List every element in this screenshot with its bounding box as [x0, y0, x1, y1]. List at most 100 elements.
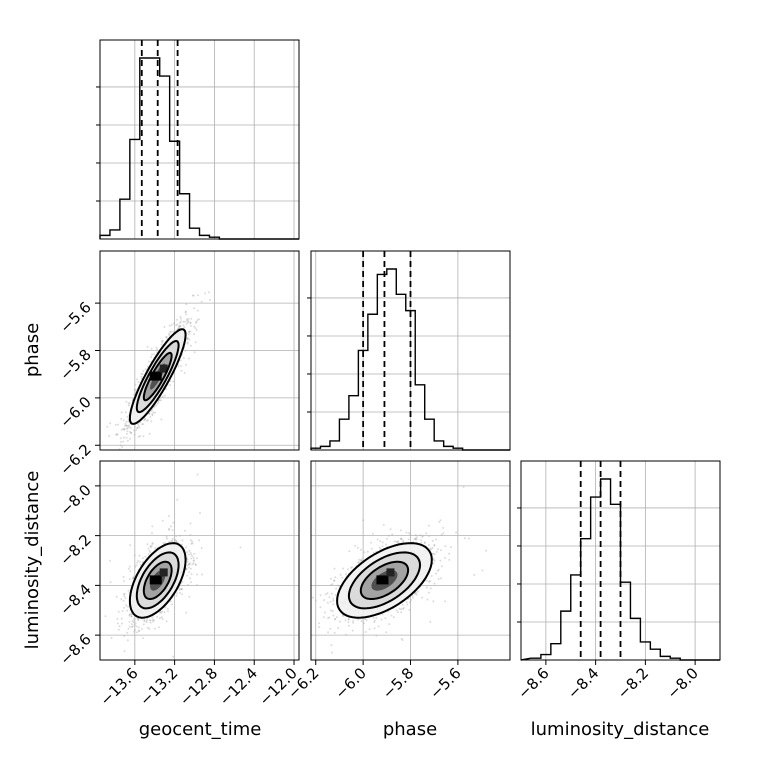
scatter-point: [332, 614, 335, 617]
scatter-point: [186, 338, 189, 341]
scatter-point: [356, 546, 359, 549]
scatter-point: [148, 412, 151, 415]
scatter-point: [347, 624, 350, 627]
scatter-point: [143, 619, 146, 622]
scatter-point: [412, 596, 415, 599]
scatter-point: [141, 373, 144, 376]
scatter-point: [190, 317, 193, 320]
scatter-point: [137, 618, 139, 620]
scatter-point: [373, 619, 376, 622]
scatter-point: [175, 594, 178, 597]
scatter-point: [161, 341, 164, 344]
scatter-point: [384, 617, 387, 620]
scatter-point: [121, 446, 124, 448]
scatter-point: [151, 353, 153, 356]
scatter-point: [149, 551, 152, 554]
scatter-point: [388, 623, 391, 626]
scatter-point: [190, 581, 192, 584]
scatter-point: [165, 336, 167, 339]
scatter-point: [131, 457, 133, 459]
scatter-point: [181, 593, 183, 596]
scatter-point: [182, 357, 185, 359]
scatter-point: [363, 551, 366, 554]
scatter-point: [186, 574, 189, 577]
scatter-point: [186, 319, 189, 322]
scatter-point: [185, 322, 188, 325]
scatter-point: [327, 631, 330, 634]
scatter-point: [389, 528, 392, 531]
scatter-point: [162, 542, 165, 545]
scatter-point: [326, 601, 329, 604]
scatter-point: [125, 604, 128, 607]
density-peak: [386, 568, 395, 577]
scatter-point: [186, 551, 189, 554]
scatter-point: [192, 560, 195, 562]
scatter-point: [130, 432, 133, 434]
scatter-point: [184, 311, 187, 314]
scatter-point: [198, 539, 201, 542]
scatter-point: [342, 615, 345, 617]
scatter-point: [330, 644, 333, 647]
scatter-point: [192, 557, 195, 559]
scatter-point: [335, 587, 338, 590]
density-peak: [376, 575, 389, 585]
scatter-point: [428, 591, 430, 594]
scatter-point: [168, 528, 170, 531]
scatter-point: [484, 549, 487, 552]
scatter-point: [360, 548, 362, 551]
scatter-point: [440, 533, 443, 536]
scatter-point: [449, 546, 452, 549]
scatter-point: [144, 418, 147, 421]
scatter-point: [169, 330, 172, 333]
scatter-point: [187, 321, 189, 324]
scatter-point: [335, 616, 338, 619]
scatter-point: [144, 417, 147, 420]
scatter-point: [400, 611, 403, 614]
scatter-point: [195, 320, 198, 323]
scatter-point: [192, 294, 195, 297]
scatter-point: [163, 611, 166, 614]
scatter-point: [366, 550, 369, 553]
scatter-point: [371, 532, 374, 535]
scatter-point: [147, 553, 150, 556]
scatter-point: [324, 593, 327, 596]
scatter-point: [189, 321, 192, 324]
scatter-point: [440, 565, 443, 568]
scatter-point: [165, 335, 168, 338]
scatter-point: [163, 394, 166, 397]
scatter-point: [368, 628, 371, 631]
scatter-point: [149, 619, 152, 622]
scatter-point: [473, 573, 476, 576]
scatter-point: [440, 549, 442, 552]
scatter-point: [319, 606, 322, 609]
scatter-point: [138, 426, 141, 429]
scatter-point: [432, 600, 435, 603]
scatter-point: [432, 552, 435, 555]
y-tick-label: −6.2: [56, 440, 94, 478]
contour-line: [142, 351, 173, 402]
scatter-point: [120, 411, 123, 414]
scatter-point: [125, 420, 128, 423]
x-tick-label: −5.8: [379, 664, 417, 702]
scatter-point: [186, 337, 189, 340]
scatter-point: [129, 427, 132, 429]
scatter-point: [177, 327, 180, 330]
scatter-point: [402, 607, 405, 609]
scatter-point: [108, 435, 111, 438]
scatter-point: [429, 587, 432, 590]
scatter-point: [128, 404, 130, 407]
scatter-point: [165, 537, 168, 540]
scatter-point: [160, 343, 163, 346]
scatter-point: [185, 611, 188, 614]
scatter-point: [146, 543, 149, 546]
scatter-point: [160, 340, 163, 343]
scatter-point: [129, 613, 132, 616]
y-tick-label: −8.2: [56, 531, 94, 569]
scatter-point: [122, 440, 125, 443]
scatter-point: [378, 546, 381, 549]
scatter-point: [180, 364, 182, 367]
scatter-point: [360, 620, 363, 623]
scatter-point: [172, 322, 175, 325]
scatter-point: [427, 524, 430, 527]
scatter-point: [435, 572, 438, 575]
